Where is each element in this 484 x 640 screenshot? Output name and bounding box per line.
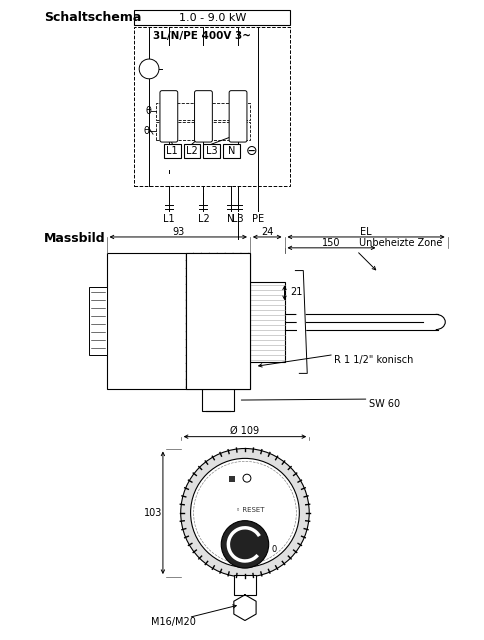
Bar <box>232 106 244 117</box>
Bar <box>164 144 181 158</box>
Text: SW 60: SW 60 <box>368 399 400 409</box>
Text: 103: 103 <box>144 508 162 518</box>
Bar <box>183 144 200 158</box>
Bar <box>106 253 186 389</box>
Circle shape <box>243 474 251 482</box>
Bar <box>156 122 250 140</box>
Bar <box>134 10 290 26</box>
Circle shape <box>181 449 309 577</box>
Text: M16/M20: M16/M20 <box>151 618 196 627</box>
Text: 93: 93 <box>172 227 184 237</box>
Text: ⊖: ⊖ <box>246 144 257 158</box>
Bar <box>134 28 290 186</box>
Circle shape <box>191 458 299 567</box>
Text: 3L/N/PE 400V 3~: 3L/N/PE 400V 3~ <box>153 31 252 42</box>
Text: Unbeheizte Zone: Unbeheizte Zone <box>359 238 442 248</box>
Bar <box>250 282 285 362</box>
Bar <box>163 106 175 117</box>
Circle shape <box>139 59 159 79</box>
Polygon shape <box>295 271 307 373</box>
Bar <box>186 253 250 389</box>
Text: 150: 150 <box>322 238 341 248</box>
Text: 1.0 - 9.0 kW: 1.0 - 9.0 kW <box>179 13 246 22</box>
Bar <box>232 125 244 137</box>
Circle shape <box>221 521 269 568</box>
FancyBboxPatch shape <box>160 91 178 142</box>
Text: θ: θ <box>145 106 151 116</box>
Bar <box>156 102 250 120</box>
Bar <box>203 144 220 158</box>
Bar <box>163 125 175 137</box>
Text: Schaltschema: Schaltschema <box>45 11 142 24</box>
Bar <box>197 125 210 137</box>
Bar <box>223 144 240 158</box>
Bar <box>234 575 256 595</box>
Bar <box>89 287 106 355</box>
Text: R 1 1/2" konisch: R 1 1/2" konisch <box>334 355 413 365</box>
Text: Ø 109: Ø 109 <box>230 426 259 436</box>
Text: L3: L3 <box>232 214 244 224</box>
Text: 21: 21 <box>290 287 302 298</box>
Text: N: N <box>227 214 235 224</box>
Bar <box>202 389 234 411</box>
Text: ◦ RESET: ◦ RESET <box>236 507 264 513</box>
Text: PE: PE <box>252 214 264 224</box>
FancyBboxPatch shape <box>229 91 247 142</box>
Text: L3: L3 <box>206 146 218 156</box>
Text: N: N <box>228 146 235 156</box>
Bar <box>197 106 210 117</box>
Text: θ: θ <box>143 126 149 136</box>
Text: L1: L1 <box>163 214 175 224</box>
Bar <box>229 476 235 482</box>
Bar <box>186 253 250 389</box>
Text: Massbild: Massbild <box>45 232 106 246</box>
Text: L2: L2 <box>186 146 198 156</box>
Text: 24: 24 <box>261 227 273 237</box>
FancyBboxPatch shape <box>195 91 212 142</box>
Text: L1: L1 <box>166 146 178 156</box>
Text: L2: L2 <box>197 214 209 224</box>
Text: 0: 0 <box>272 545 277 554</box>
Text: EL: EL <box>360 227 372 237</box>
